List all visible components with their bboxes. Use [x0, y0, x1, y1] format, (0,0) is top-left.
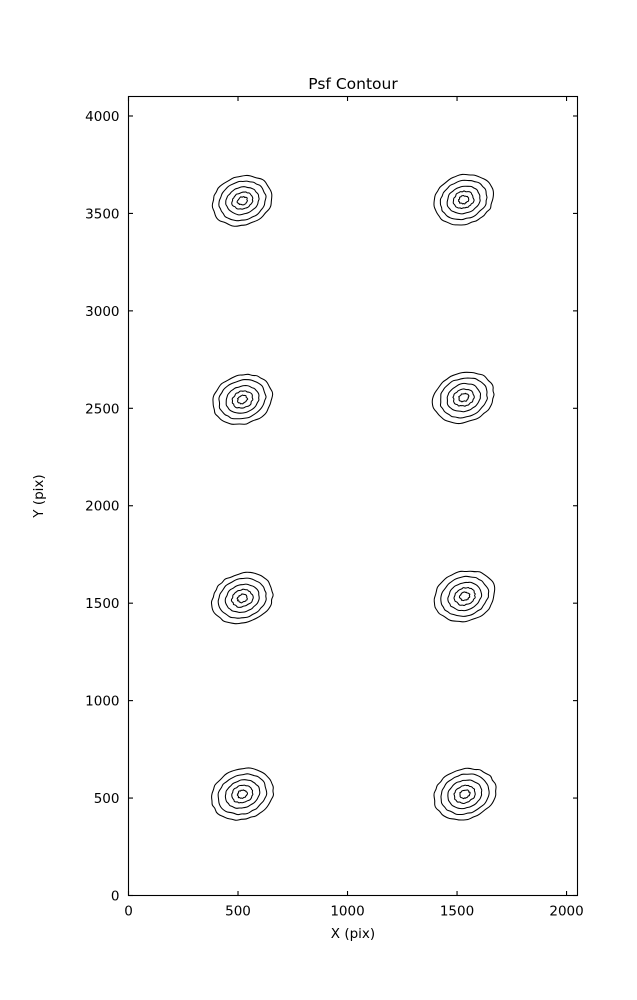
contour-level	[217, 577, 267, 619]
x-axis-tick-labels: 0 500 1000 1500 2000	[124, 904, 584, 920]
contour-peak	[212, 373, 274, 425]
contour-level	[224, 779, 261, 809]
contour-level	[231, 390, 254, 409]
contour-level	[446, 382, 482, 413]
y-tick-label: 2500	[85, 401, 119, 417]
contour-level	[447, 779, 483, 810]
y-tick-label: 3500	[85, 206, 119, 222]
contour-level	[211, 767, 274, 821]
contour-level	[225, 385, 260, 414]
contour-level	[218, 180, 267, 222]
y-axis-ticks	[128, 115, 578, 897]
contour-level	[458, 195, 470, 205]
contour-level	[459, 789, 471, 800]
contour-level	[433, 767, 497, 821]
chart-title: Psf Contour	[308, 75, 398, 93]
contour-level	[210, 571, 274, 625]
contour-level	[439, 377, 488, 419]
contour-level	[236, 593, 248, 604]
y-tick-label: 4000	[85, 109, 119, 125]
contour-peak	[210, 571, 274, 625]
contour-level	[447, 581, 483, 612]
y-tick-label: 0	[111, 889, 120, 905]
contour-level	[212, 373, 274, 425]
y-tick-label: 1000	[85, 694, 119, 710]
contour-level	[446, 185, 481, 215]
contour-level	[433, 173, 494, 226]
contour-level	[452, 388, 475, 407]
contour-peak	[433, 767, 497, 821]
contour-peak	[431, 371, 495, 425]
y-axis-label: Y (pix)	[31, 474, 47, 518]
contour-level	[231, 784, 254, 804]
x-tick-label: 2000	[549, 904, 583, 920]
contour-level	[236, 196, 249, 206]
y-tick-label: 2000	[85, 499, 119, 515]
y-axis-tick-labels: 0 500 1000 1500 2000 2500 3000 3500 4000	[85, 109, 119, 905]
contour-level	[431, 371, 495, 425]
plot-frame	[127, 95, 579, 897]
contour-level	[453, 784, 476, 805]
x-axis-label: X (pix)	[331, 926, 375, 942]
y-tick-label: 500	[94, 791, 120, 807]
x-tick-label: 1500	[440, 904, 474, 920]
contour-peak	[211, 767, 274, 821]
contour-peak	[433, 173, 494, 226]
contour-level	[453, 587, 476, 606]
y-tick-label: 1500	[85, 596, 119, 612]
contour-peak	[211, 174, 273, 227]
contour-level	[452, 190, 475, 209]
contour-level	[433, 570, 496, 623]
contour-level	[211, 174, 273, 227]
contour-level	[230, 588, 254, 608]
x-tick-label: 0	[124, 904, 133, 920]
contour-level	[236, 789, 248, 799]
contour-level	[237, 394, 249, 405]
x-tick-label: 1000	[330, 904, 364, 920]
contour-peak	[433, 570, 496, 623]
contour-level	[225, 186, 260, 216]
contour-level	[231, 191, 254, 210]
contour-level	[458, 392, 470, 403]
contour-level	[440, 575, 490, 617]
contour-level	[217, 773, 268, 816]
x-axis-ticks	[127, 96, 568, 896]
y-tick-label: 3000	[85, 304, 119, 320]
x-tick-label: 500	[225, 904, 251, 920]
contour-level	[458, 591, 471, 602]
contour-level	[224, 583, 260, 613]
contour-level	[439, 179, 488, 221]
contour-peaks	[210, 173, 497, 821]
contour-level	[440, 773, 490, 816]
contour-level	[218, 379, 267, 420]
